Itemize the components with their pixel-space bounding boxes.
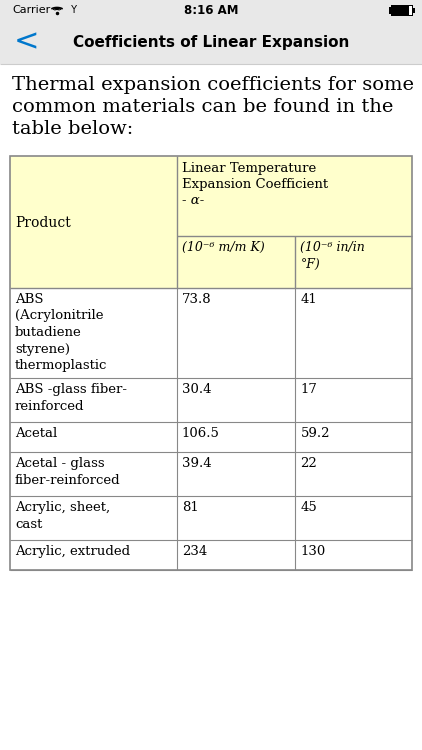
Text: 73.8: 73.8 (182, 293, 211, 306)
Bar (0, 0, 422, 20)
Text: Thermal expansion coefficients for some: Thermal expansion coefficients for some (12, 76, 414, 94)
Bar (10, 540, 412, 570)
Bar (389, 7, 391, 14)
Text: 59.2: 59.2 (300, 427, 330, 440)
Text: (10⁻⁶ in/in
°F): (10⁻⁶ in/in °F) (300, 241, 365, 271)
Text: Acrylic, extruded: Acrylic, extruded (15, 545, 130, 558)
Text: Carrier: Carrier (12, 5, 50, 15)
Text: 45: 45 (300, 501, 317, 514)
Text: Coefficients of Linear Expansion: Coefficients of Linear Expansion (73, 34, 349, 50)
Text: 8:16 AM: 8:16 AM (184, 4, 238, 16)
Text: table below:: table below: (12, 120, 133, 138)
Bar (10, 422, 412, 452)
Bar (413, 8, 415, 13)
Text: Expansion Coefficient: Expansion Coefficient (182, 178, 328, 191)
Bar (10, 452, 412, 496)
Text: ABS
(Acrylonitrile
butadiene
styrene)
thermoplastic: ABS (Acrylonitrile butadiene styrene) th… (15, 293, 107, 372)
Text: Y: Y (68, 5, 77, 15)
Bar (10, 288, 412, 378)
Text: 41: 41 (300, 293, 317, 306)
Text: Acetal: Acetal (15, 427, 57, 440)
Text: Acrylic, sheet,
cast: Acrylic, sheet, cast (15, 501, 110, 530)
Text: 30.4: 30.4 (182, 383, 211, 396)
Text: 81: 81 (182, 501, 199, 514)
Bar (392, 6, 409, 15)
Text: ABS -glass fiber-
reinforced: ABS -glass fiber- reinforced (15, 383, 127, 412)
Text: 234: 234 (182, 545, 207, 558)
Text: Linear Temperature: Linear Temperature (182, 162, 316, 175)
Text: <: < (14, 28, 40, 56)
Bar (392, 6, 412, 15)
Bar (10, 378, 412, 422)
Text: (10⁻⁶ m/m K): (10⁻⁶ m/m K) (182, 241, 265, 254)
Text: 130: 130 (300, 545, 326, 558)
Text: Product: Product (15, 216, 71, 230)
Text: 106.5: 106.5 (182, 427, 220, 440)
Text: Acetal - glass
fiber-reinforced: Acetal - glass fiber-reinforced (15, 457, 121, 487)
Text: - α-: - α- (182, 194, 204, 207)
Bar (391, 5, 413, 16)
Text: 22: 22 (300, 457, 317, 470)
Bar (10, 156, 412, 570)
Text: common materials can be found in the: common materials can be found in the (12, 98, 393, 116)
Bar (10, 156, 412, 288)
Bar (10, 496, 412, 540)
Bar (0, 20, 422, 64)
Text: 39.4: 39.4 (182, 457, 211, 470)
Text: 17: 17 (300, 383, 317, 396)
